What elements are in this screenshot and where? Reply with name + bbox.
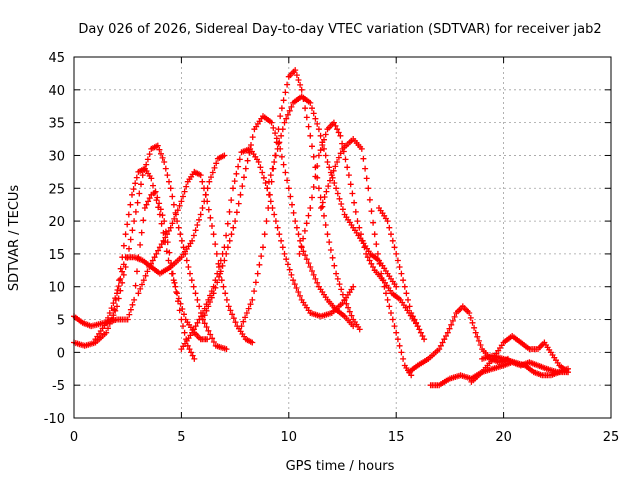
series-points (264, 93, 400, 290)
plot-frame (73, 56, 612, 419)
series-points (238, 67, 363, 333)
x-tick-label: 20 (495, 430, 512, 445)
series-arc-8 (238, 67, 363, 333)
series-arc-15 (468, 333, 571, 385)
series-points (296, 119, 428, 343)
tick-labels: 0 5 10 15 20 25 -10 -5 0 5 10 15 20 25 30 35 40 45 (44, 51, 620, 445)
x-tick-label: 25 (603, 430, 620, 445)
y-tick-label: 20 (48, 215, 65, 230)
y-axis-label: SDTVAR / TECUs (7, 185, 22, 292)
series-arc-13 (406, 303, 511, 376)
series-points (479, 352, 571, 379)
y-tick-label: 5 (57, 314, 65, 329)
chart-title: Day 026 of 2026, Sidereal Day-to-day VTE… (78, 22, 601, 37)
series-arc-10 (296, 119, 428, 343)
y-tick-label: 15 (48, 248, 65, 263)
y-tick-label: 30 (48, 149, 65, 164)
y-tick-label: 45 (48, 51, 65, 66)
series-arc-12 (376, 205, 421, 330)
series-points (92, 152, 228, 343)
series-arc-4 (109, 165, 211, 343)
x-tick-label: 15 (388, 430, 405, 445)
series-points (376, 205, 421, 330)
series-arc-16 (479, 352, 571, 379)
series-points (468, 333, 571, 385)
y-tick-label: 40 (48, 84, 65, 99)
x-tick-label: 10 (281, 430, 298, 445)
series-points (406, 303, 511, 376)
series-arc-7 (199, 113, 357, 330)
y-tick-label: 10 (48, 281, 65, 296)
y-tick-label: -5 (52, 379, 65, 394)
y-tick-label: 35 (48, 117, 65, 132)
y-tick-label: 0 (57, 346, 65, 361)
series-layer (71, 67, 571, 389)
x-axis-label: GPS time / hours (286, 459, 395, 474)
series-points (199, 113, 357, 330)
series-points (135, 168, 256, 346)
x-tick-label: 5 (177, 430, 185, 445)
series-arc-11 (318, 136, 415, 379)
y-tick-label: 25 (48, 182, 65, 197)
series-points (318, 136, 415, 379)
series-arc-5 (135, 168, 256, 346)
series-arc-9 (264, 93, 400, 290)
series-arc-3 (92, 152, 228, 343)
series-points (109, 165, 211, 343)
y-tick-label: -10 (44, 412, 65, 427)
x-tick-label: 0 (70, 430, 78, 445)
